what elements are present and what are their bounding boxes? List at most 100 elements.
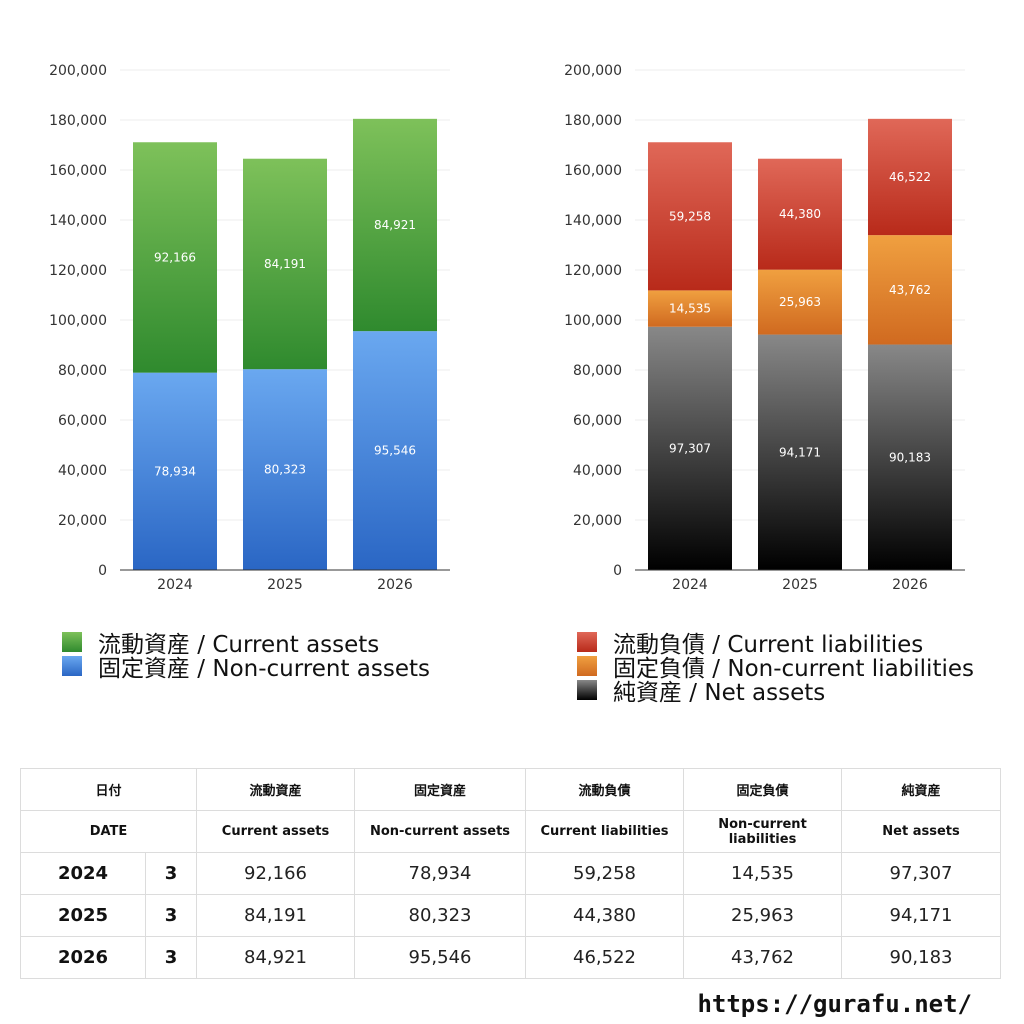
- y-tick-label: 200,000: [564, 63, 622, 79]
- y-tick-label: 140,000: [49, 213, 107, 229]
- x-tick-label: 2024: [157, 577, 193, 593]
- y-tick-label: 180,000: [564, 113, 622, 129]
- bar-segment: [868, 235, 952, 345]
- x-tick-label: 2026: [377, 577, 413, 593]
- y-tick-label: 100,000: [49, 313, 107, 329]
- legend-item-net-assets: 純資産 / Net assets: [577, 678, 974, 706]
- assets-legend: 流動資産 / Current assets 固定資産 / Non-current…: [62, 630, 430, 682]
- table-header-cell: Current liabilities: [525, 810, 685, 853]
- table-cell-month: 3: [144, 936, 198, 979]
- y-tick-label: 80,000: [573, 363, 622, 379]
- legend-swatch: [577, 680, 597, 700]
- table-header-cell: Current assets: [196, 810, 356, 853]
- table-cell: 84,191: [196, 894, 356, 937]
- table-cell: 94,171: [841, 894, 1002, 937]
- data-label: 95,546: [374, 444, 416, 458]
- bar-segment: [648, 290, 732, 327]
- y-tick-label: 40,000: [573, 463, 622, 479]
- x-tick-label: 2025: [267, 577, 303, 593]
- legend-swatch: [62, 632, 82, 652]
- y-tick-label: 0: [98, 563, 107, 579]
- legend-swatch: [62, 656, 82, 676]
- bar-segment: [758, 269, 842, 335]
- data-label: 90,183: [889, 450, 931, 464]
- table-header-cell: DATE: [19, 810, 198, 853]
- table-header-row-en: DATE Current assets Non-current assets C…: [19, 810, 1002, 853]
- site-url[interactable]: https://gurafu.net/: [697, 990, 972, 1018]
- table-cell: 80,323: [354, 894, 527, 937]
- bar-segment: [353, 118, 437, 332]
- y-tick-label: 80,000: [58, 363, 107, 379]
- data-label: 43,762: [889, 283, 931, 297]
- y-tick-label: 60,000: [58, 413, 107, 429]
- legend-item-non-current-assets: 固定資産 / Non-current assets: [62, 654, 430, 682]
- table-header-cell: 固定負債: [683, 768, 843, 811]
- data-label: 92,166: [154, 250, 196, 264]
- y-tick-label: 160,000: [49, 163, 107, 179]
- data-label: 25,963: [779, 295, 821, 309]
- bar-segment: [758, 158, 842, 270]
- data-label: 59,258: [669, 209, 711, 223]
- table-cell: 90,183: [841, 936, 1002, 979]
- y-tick-label: 120,000: [49, 263, 107, 279]
- legend-label: 純資産 / Net assets: [613, 680, 826, 706]
- legend-label: 流動資産 / Current assets: [98, 632, 380, 658]
- y-tick-label: 140,000: [564, 213, 622, 229]
- data-table: 日付 流動資産 固定資産 流動負債 固定負債 純資産 DATE Current …: [19, 768, 1002, 979]
- legend-item-non-current-liabilities: 固定負債 / Non-current liabilities: [577, 654, 974, 682]
- table-header-cell: Net assets: [841, 810, 1002, 853]
- legend-item-current-assets: 流動資産 / Current assets: [62, 630, 430, 658]
- table-cell: 84,921: [196, 936, 356, 979]
- bar-segment: [868, 118, 952, 236]
- assets-chart: 0 20,000 40,000 60,000 80,000 100,000 120,000 1…: [49, 63, 450, 593]
- table-cell: 14,535: [683, 852, 843, 895]
- y-tick-label: 0: [613, 563, 622, 579]
- table-cell-month: 3: [144, 852, 198, 895]
- table-cell-year: 2025: [20, 894, 146, 937]
- liabilities-legend: 流動負債 / Current liabilities 固定負債 / Non-cu…: [577, 630, 974, 706]
- x-tick-label: 2026: [892, 577, 928, 593]
- y-tick-label: 40,000: [58, 463, 107, 479]
- liabilities-chart: 0 20,000 40,000 60,000 80,000 100,000 120,000 1…: [564, 63, 965, 593]
- table-cell: 44,380: [525, 894, 685, 937]
- bar-segment: [133, 142, 217, 373]
- table-header-cell: 純資産: [841, 768, 1002, 811]
- bar-segment: [648, 326, 732, 570]
- legend-label: 固定資産 / Non-current assets: [98, 656, 431, 682]
- y-tick-label: 200,000: [49, 63, 107, 79]
- bar-segment: [868, 344, 952, 570]
- table-cell: 43,762: [683, 936, 843, 979]
- legend-label: 固定負債 / Non-current liabilities: [613, 656, 974, 682]
- table-cell-month: 3: [144, 894, 198, 937]
- data-label: 84,191: [264, 257, 306, 271]
- bar-segment: [243, 158, 327, 370]
- table-cell: 92,166: [196, 852, 356, 895]
- data-label: 94,171: [779, 445, 821, 459]
- bar-segment: [243, 369, 327, 570]
- y-tick-label: 180,000: [49, 113, 107, 129]
- table-header-cell: 固定資産: [354, 768, 527, 811]
- legend-label: 流動負債 / Current liabilities: [613, 632, 924, 658]
- table-row: 2025 3 84,191 80,323 44,380 25,963 94,17…: [20, 894, 1002, 937]
- data-label: 44,380: [779, 207, 821, 221]
- data-label: 14,535: [669, 302, 711, 316]
- x-tick-label: 2024: [672, 577, 708, 593]
- legend-swatch: [577, 632, 597, 652]
- table-row: 2026 3 84,921 95,546 46,522 43,762 90,18…: [20, 936, 1002, 979]
- table-cell: 59,258: [525, 852, 685, 895]
- y-tick-label: 160,000: [564, 163, 622, 179]
- legend-item-current-liabilities: 流動負債 / Current liabilities: [577, 630, 974, 658]
- legend-swatch: [577, 656, 597, 676]
- data-label: 84,921: [374, 218, 416, 232]
- table-header-cell: Non-current liabilities: [683, 810, 843, 853]
- table-header-cell: 日付: [19, 768, 198, 811]
- y-tick-label: 60,000: [573, 413, 622, 429]
- y-tick-label: 20,000: [573, 513, 622, 529]
- charts-canvas: 0 20,000 40,000 60,000 80,000 100,000 120,000 1…: [49, 63, 965, 593]
- data-label: 97,307: [669, 441, 711, 455]
- table-header-cell: 流動負債: [525, 768, 685, 811]
- table-cell-year: 2024: [20, 852, 146, 895]
- x-tick-label: 2025: [782, 577, 818, 593]
- table-row: 2024 3 92,166 78,934 59,258 14,535 97,30…: [20, 852, 1002, 895]
- table-header-cell: Non-current assets: [354, 810, 527, 853]
